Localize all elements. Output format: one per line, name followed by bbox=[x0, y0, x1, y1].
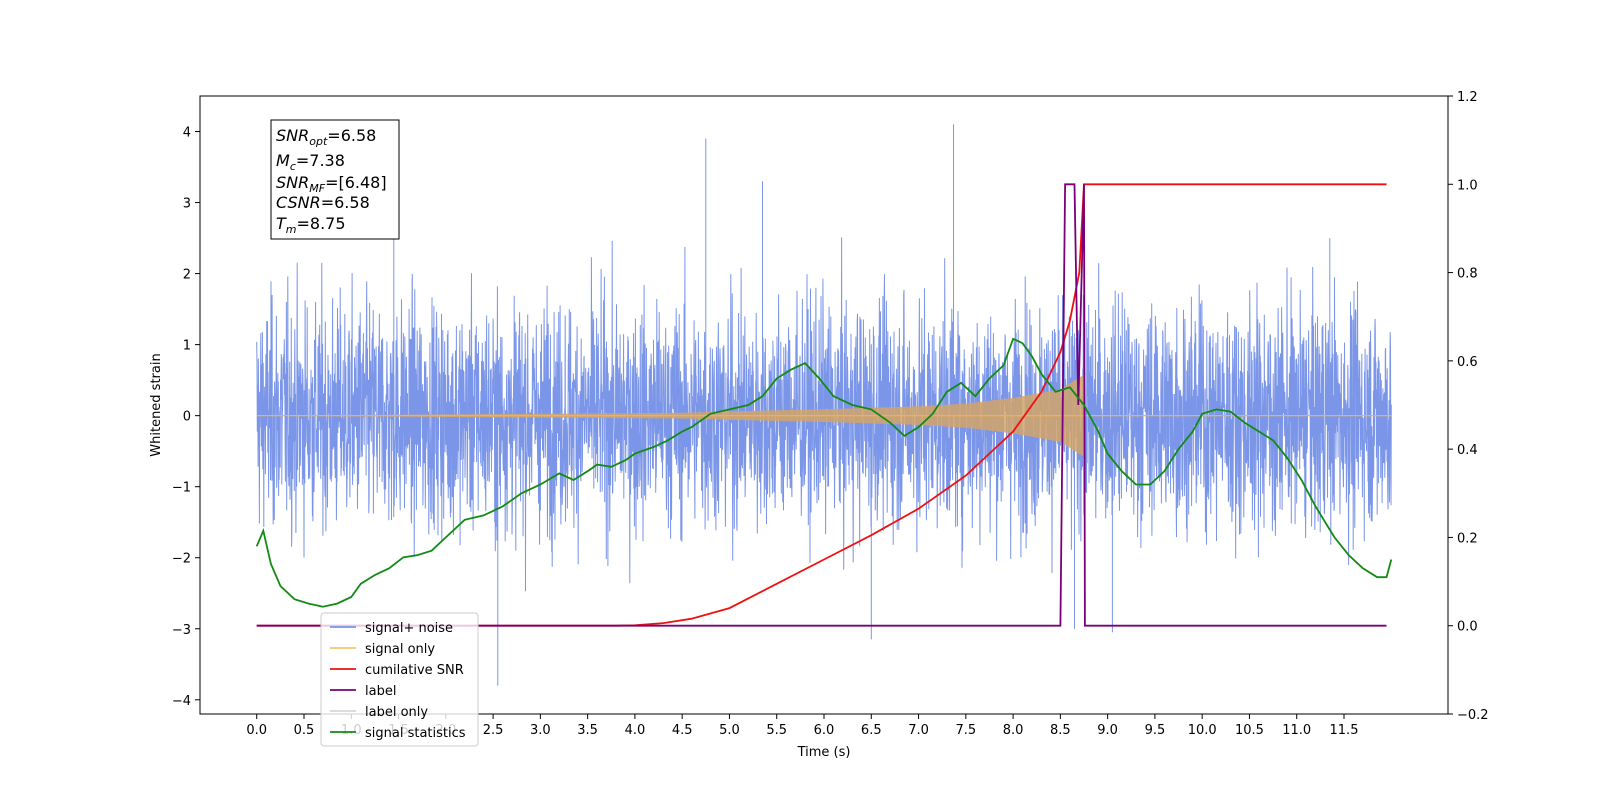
x-tick-label: 9.0 bbox=[1097, 723, 1118, 738]
x-tick-label: 6.0 bbox=[814, 723, 835, 738]
x-tick-label: 8.0 bbox=[1003, 723, 1024, 738]
x-tick-label: 4.0 bbox=[625, 723, 646, 738]
x-tick-label: 3.0 bbox=[530, 723, 551, 738]
x-tick-label: 8.5 bbox=[1050, 723, 1071, 738]
y-tick-label: −3 bbox=[172, 623, 191, 638]
legend-label: cumilative SNR bbox=[365, 663, 464, 678]
x-tick-label: 5.5 bbox=[766, 723, 787, 738]
y-axis-right: 1.2 1.0 0.8 0.6 0.4 0.2 0.0 −0.2 bbox=[1448, 90, 1489, 723]
series-cumilative-snr bbox=[256, 183, 1387, 627]
x-tick-label: 7.0 bbox=[908, 723, 929, 738]
annotation-snr-opt: SNRopt=6.58 bbox=[276, 126, 376, 148]
annotation-mc: Mc=7.38 bbox=[276, 151, 345, 173]
y2-tick-label: 0.4 bbox=[1457, 443, 1478, 458]
y-tick-label: 3 bbox=[183, 197, 191, 212]
y-tick-label: 1 bbox=[183, 339, 191, 354]
series-label bbox=[256, 183, 1387, 627]
x-tick-label: 9.5 bbox=[1145, 723, 1166, 738]
y2-tick-label: 0.2 bbox=[1457, 531, 1478, 546]
x-tick-label: 5.0 bbox=[719, 723, 740, 738]
y-tick-label: 4 bbox=[183, 126, 191, 141]
annotation-snr-mf: SNRMF=[6.48] bbox=[276, 173, 387, 195]
series-signal-statistics bbox=[255, 337, 1393, 608]
legend-label: signal+ noise bbox=[365, 621, 453, 636]
y-tick-label: −2 bbox=[172, 552, 191, 567]
y-tick-label: −4 bbox=[172, 694, 191, 709]
x-tick-label: 6.5 bbox=[861, 723, 882, 738]
y2-tick-label: 0.0 bbox=[1457, 620, 1478, 635]
y-tick-label: −1 bbox=[172, 481, 191, 496]
legend-box bbox=[320, 612, 479, 747]
y-axis-left: 4 3 2 1 0 −1 −2 −3 −4 bbox=[172, 126, 200, 709]
legend-label: label bbox=[365, 684, 396, 699]
series-signal-noise bbox=[256, 124, 1392, 686]
y2-tick-label: 0.8 bbox=[1457, 267, 1478, 282]
legend-label: signal statistics bbox=[365, 726, 466, 741]
y2-tick-label: 0.6 bbox=[1457, 355, 1478, 370]
x-tick-label: 11.0 bbox=[1282, 723, 1311, 738]
y2-tick-label: 1.0 bbox=[1457, 178, 1478, 193]
x-tick-label: 4.5 bbox=[672, 723, 693, 738]
x-tick-label: 2.5 bbox=[483, 723, 504, 738]
legend-label: signal only bbox=[365, 642, 435, 657]
legend: signal+ noise signal only cumilative SNR la… bbox=[320, 612, 479, 747]
x-axis-label: Time (s) bbox=[797, 745, 851, 760]
x-tick-label: 10.0 bbox=[1188, 723, 1217, 738]
legend-label: label only bbox=[365, 705, 428, 720]
y-axis-label: Whitened strain bbox=[149, 353, 164, 456]
x-tick-label: 0.5 bbox=[294, 723, 315, 738]
annotation-csnr: CSNR=6.58 bbox=[276, 193, 370, 212]
y2-tick-label: 1.2 bbox=[1457, 90, 1478, 105]
annotation-box: SNRopt=6.58 Mc=7.38 SNRMF=[6.48] CSNR=6.… bbox=[270, 119, 400, 240]
annotation-tm: Tm=8.75 bbox=[276, 214, 346, 236]
x-tick-label: 3.5 bbox=[577, 723, 598, 738]
y-tick-label: 2 bbox=[183, 268, 191, 283]
y2-tick-label: −0.2 bbox=[1457, 708, 1489, 723]
x-tick-label: 7.5 bbox=[955, 723, 976, 738]
x-tick-label: 11.5 bbox=[1330, 723, 1359, 738]
y-tick-label: 0 bbox=[183, 410, 191, 425]
x-tick-label: 10.5 bbox=[1235, 723, 1264, 738]
x-tick-label: 0.0 bbox=[246, 723, 267, 738]
series-layer bbox=[255, 124, 1393, 686]
